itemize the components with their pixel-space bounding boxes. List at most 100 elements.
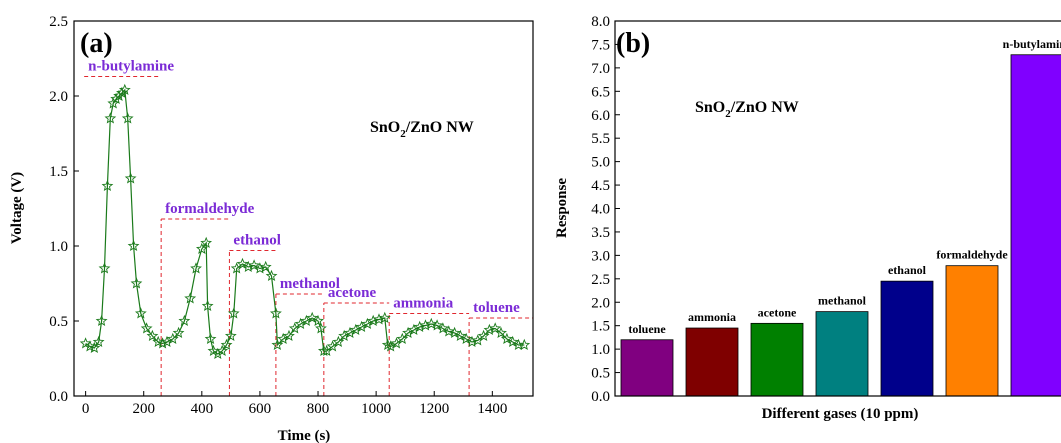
x-tick-label-a: 600 [249,401,272,417]
annotation-a: SnO2/ZnO NW [370,119,474,140]
gas-region-label: acetone [328,285,377,301]
data-point [88,341,101,353]
y-tick-label-b: 0.5 [591,366,610,382]
data-point [437,322,449,334]
y-tick-label-b: 3.5 [591,225,610,241]
data-point [500,332,513,344]
y-tick-label-a: 2.0 [49,89,68,105]
y-tick-label-b: 6.5 [591,84,610,100]
y-tick-label-b: 7.0 [591,61,610,77]
data-point [390,337,403,349]
data-point [425,317,438,329]
data-point [448,326,461,338]
data-point [312,314,324,326]
x-axis-label-b: Different gases (10 ppm) [762,406,919,422]
data-point [242,260,255,272]
data-point [140,322,153,334]
data-point [178,314,191,326]
axis-ticks-a: 0 200 400 600 800 1000 1200 1400 0.0 0.5 1.0 1.5 2.0… [49,14,507,417]
bar-label: acetone [758,305,797,319]
data-point [236,257,249,269]
data-point [373,313,385,325]
x-tick-label-a: 1200 [419,401,449,417]
y-tick-label-a: 0.0 [49,389,68,405]
gas-region-label: ammonia [393,296,454,312]
data-point [269,307,282,319]
y-tick-label-a: 2.5 [49,14,68,30]
chart-a: n-butylamineformaldehydeethanolmethanola… [9,14,534,443]
data-point [332,335,345,347]
data-point [254,262,266,274]
bars: toluene ammonia acetone methanol ethanol form… [620,37,1061,397]
data-point [220,338,233,350]
voltage-line-path [85,88,525,355]
y-tick-label-b: 5.0 [591,155,610,171]
chart-b: toluene ammonia acetone methanol ethanol form… [554,14,1061,422]
bar [685,327,739,397]
x-tick-label-a: 1000 [361,401,391,417]
data-point [121,112,134,124]
data-point [367,314,380,326]
data-point [466,335,478,347]
data-point [200,236,213,248]
data-point [460,332,473,344]
bar-label: ammonia [688,310,736,324]
y-tick-label-b: 3.0 [591,248,610,264]
data-point [454,329,467,341]
annotation-b: SnO2/ZnO NW [695,99,799,120]
data-point [116,86,128,98]
plot-frame-a [73,20,534,397]
bar [880,280,934,397]
bar [945,265,999,397]
x-tick-label-a: 200 [132,401,155,417]
data-point [431,319,444,331]
panel-label-a: (a) [80,28,113,59]
y-tick-label-a: 0.5 [49,314,68,330]
gas-region-label: methanol [280,276,340,292]
data-point [118,83,131,95]
data-point [471,334,484,346]
data-point [442,325,455,337]
x-tick-label-a: 0 [82,401,90,417]
data-point [495,326,507,338]
y-axis-label-a: Voltage (V) [9,172,25,244]
y-axis-label-b: Response [554,178,570,238]
data-point [315,322,327,334]
data-point [518,338,531,350]
data-point [483,323,496,335]
data-point [259,260,272,272]
data-point [124,172,137,184]
data-point [95,314,108,326]
data-point [211,347,224,359]
y-tick-label-b: 5.5 [591,131,610,147]
data-point [506,335,519,347]
data-point [146,329,159,341]
y-tick-label-a: 1.0 [49,239,68,255]
voltage-line [79,83,531,359]
y-tick-label-b: 2.5 [591,272,610,288]
bar [1010,54,1061,397]
data-point [396,332,409,344]
data-point [271,338,284,350]
x-tick-label-a: 1400 [477,401,507,417]
bar [620,339,674,397]
bar [815,311,869,397]
data-point [104,112,117,124]
bar-label: formaldehyde [936,248,1008,262]
data-point [216,344,229,356]
bar-label: methanol [818,294,867,308]
y-tick-label-b: 1.0 [591,342,610,358]
data-point [201,299,214,311]
data-point [265,269,278,281]
data-point [130,277,143,289]
data-point [98,262,111,274]
y-tick-label-b: 6.0 [591,108,610,124]
bar [750,322,804,397]
bar-label: n-butylamine [1003,37,1061,51]
data-point [378,311,391,323]
data-point [166,332,179,344]
data-point [110,92,123,104]
y-tick-label-b: 2.0 [591,295,610,311]
x-tick-label-a: 800 [307,401,330,417]
